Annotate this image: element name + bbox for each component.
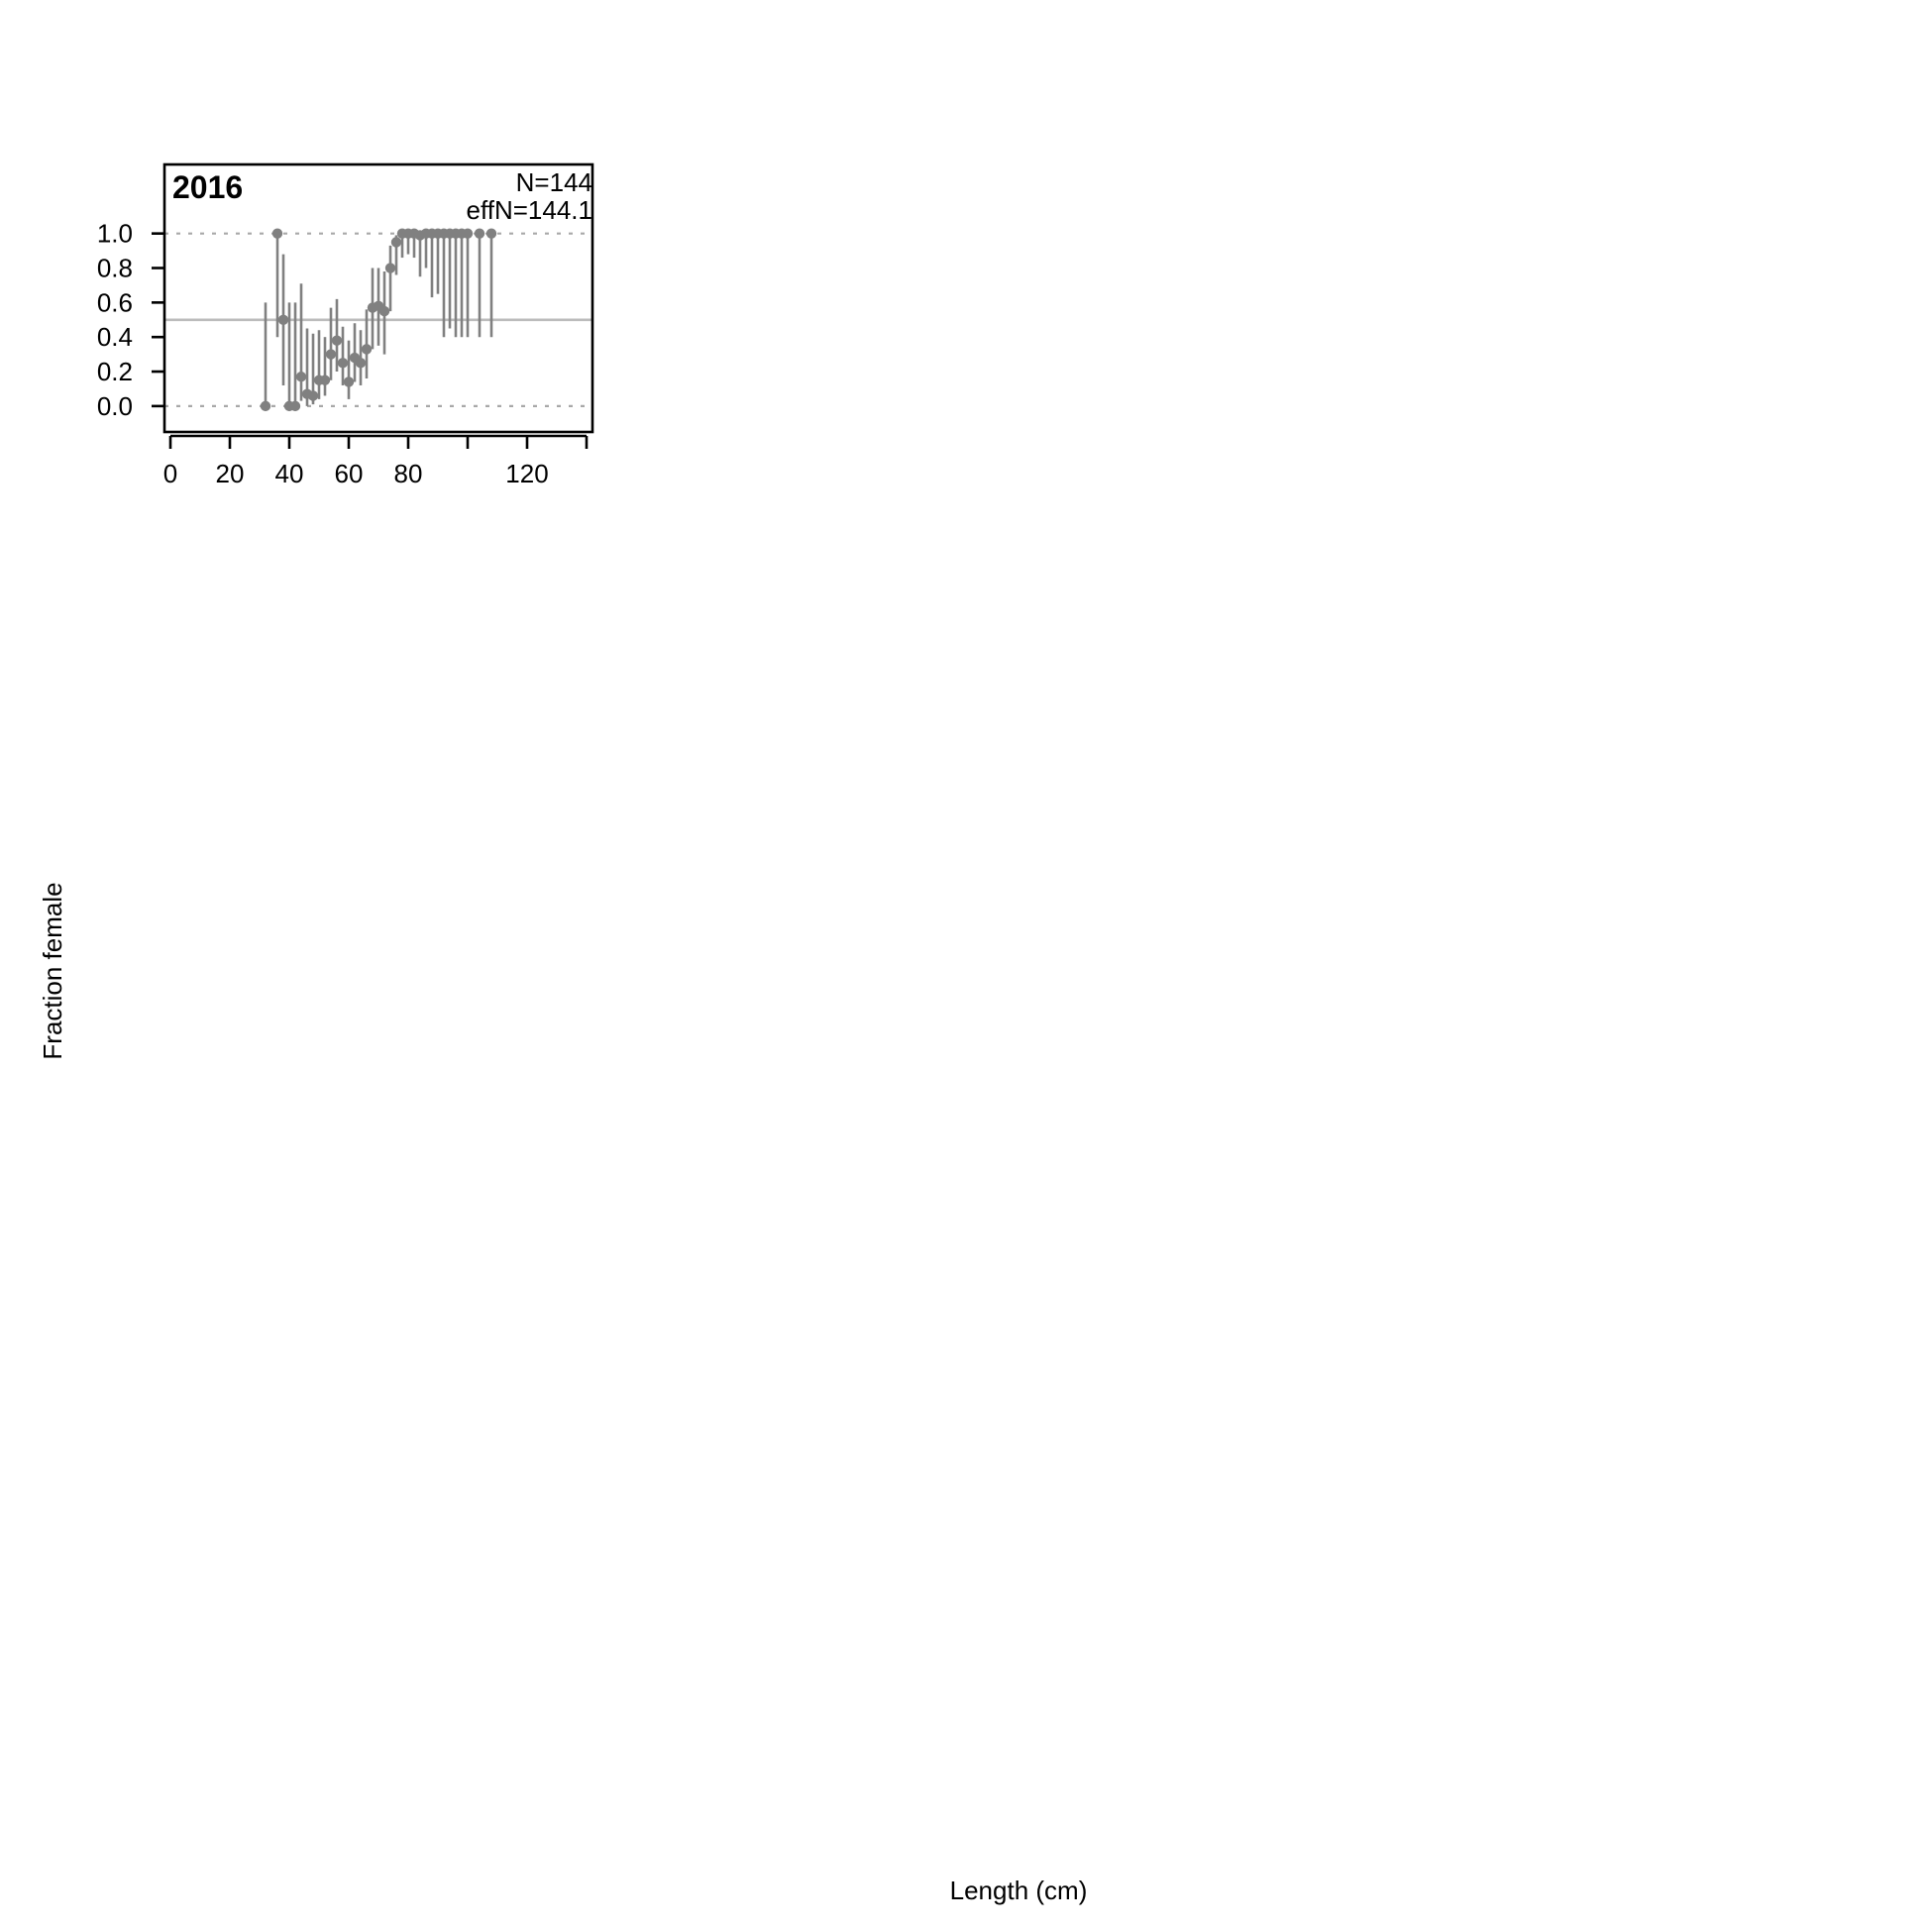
data-points (260, 228, 497, 412)
x-tick-label: 80 (394, 459, 423, 488)
confidence-bars (264, 233, 493, 406)
x-tick-label: 20 (216, 459, 245, 488)
data-point (361, 344, 373, 355)
data-point (343, 376, 355, 387)
x-tick-label: 0 (163, 459, 177, 488)
data-point (307, 390, 319, 401)
data-point (355, 358, 367, 369)
data-point (277, 314, 289, 325)
data-point (325, 349, 337, 360)
sample-size-label: N=144 (516, 167, 592, 197)
x-tick-label: 120 (505, 459, 548, 488)
data-point (260, 400, 271, 412)
x-tick-label: 40 (275, 459, 304, 488)
data-point (485, 228, 497, 239)
x-tick-label: 60 (335, 459, 364, 488)
data-point (390, 237, 402, 248)
plot-frame (162, 162, 594, 434)
data-point (474, 228, 485, 239)
data-point (319, 375, 331, 385)
x-axis: 0 20 40 60 80 120 (163, 434, 589, 488)
y-tick-label: 1.0 (97, 219, 133, 249)
data-point (378, 305, 390, 317)
y-tick-label: 0.4 (97, 322, 133, 352)
y-axis-title: Fraction female (38, 882, 67, 1059)
y-axis: 0.0 0.2 0.4 0.6 0.8 1.0 (97, 219, 164, 421)
data-point (289, 400, 301, 412)
data-point (331, 335, 343, 346)
data-point (271, 228, 283, 239)
x-axis-title: Length (cm) (950, 1876, 1088, 1905)
data-point (462, 228, 474, 239)
y-tick-label: 0.8 (97, 254, 133, 283)
data-point (384, 263, 396, 273)
panel-title: 2016 (172, 169, 243, 205)
data-point (337, 358, 349, 369)
y-tick-label: 0.2 (97, 357, 133, 386)
data-point (295, 372, 307, 382)
effective-sample-size-label: effN=144.1 (467, 195, 592, 225)
y-tick-label: 0.6 (97, 287, 133, 317)
y-tick-label: 0.0 (97, 391, 133, 421)
